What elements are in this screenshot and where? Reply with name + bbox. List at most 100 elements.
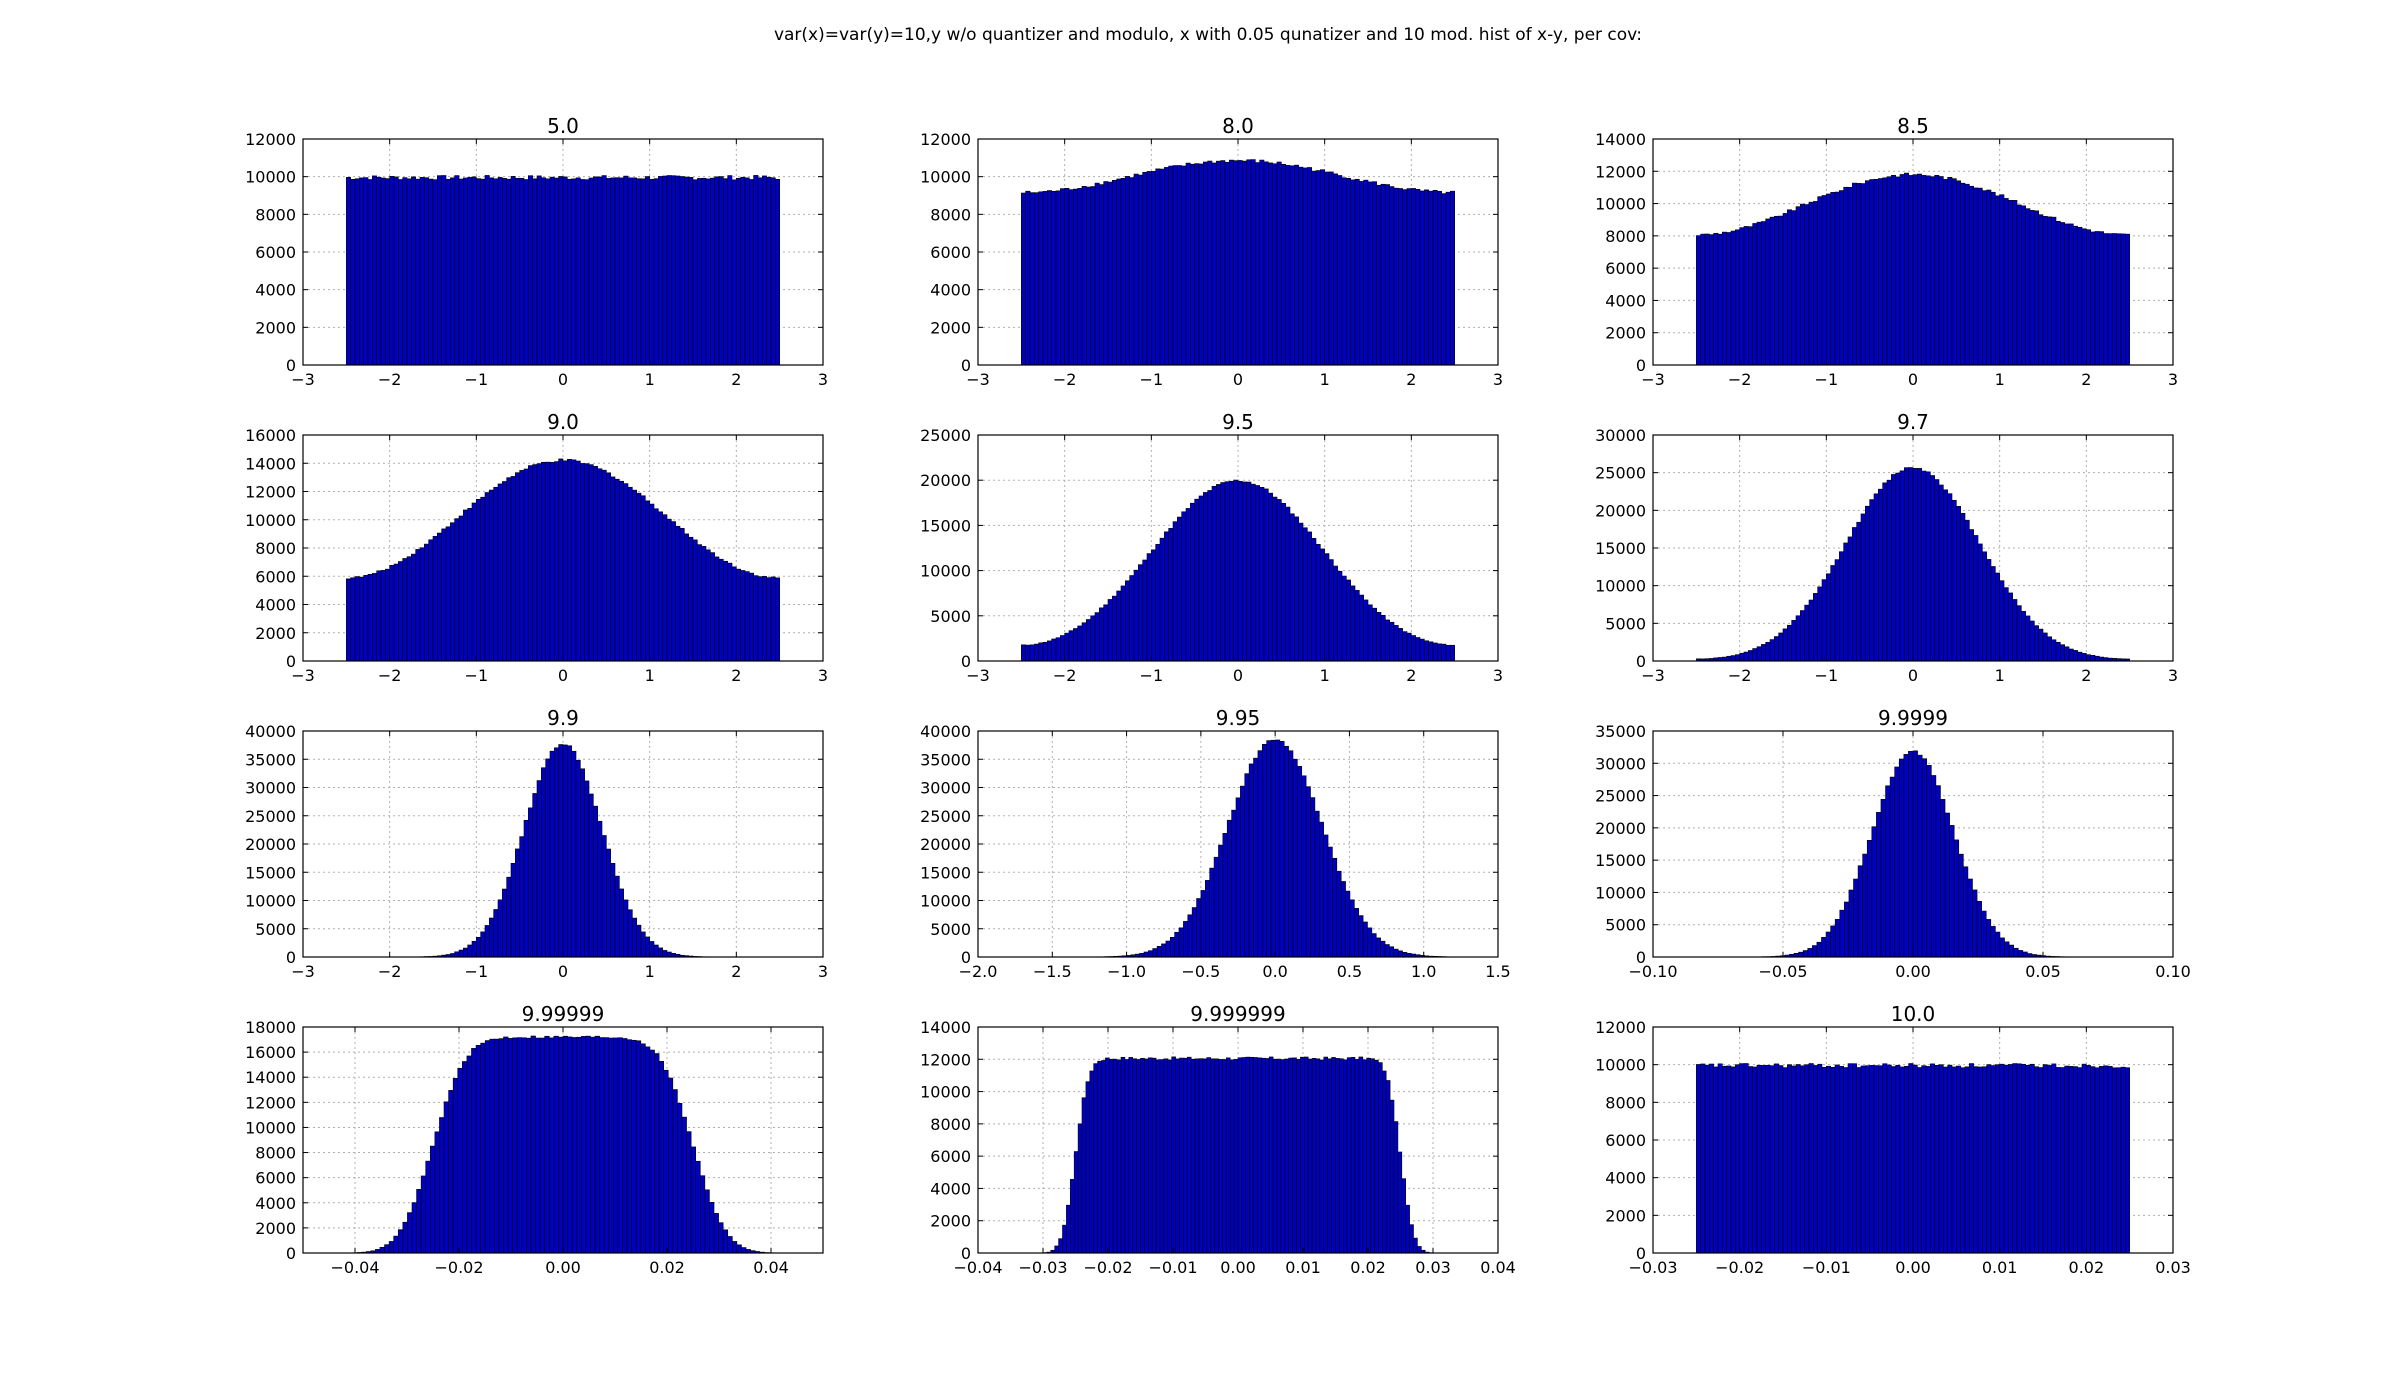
histogram-bar [567, 745, 572, 958]
histogram-bar [1294, 164, 1299, 366]
histogram-bar [2042, 1064, 2048, 1254]
y-tick-label: 40000 [920, 722, 971, 741]
subplot-title: 8.0 [1222, 114, 1254, 138]
histogram-bar [1241, 1057, 1247, 1254]
x-tick-label: −1 [465, 370, 489, 389]
y-tick-label: 6000 [1605, 1131, 1646, 1150]
histogram-bar [2003, 198, 2009, 366]
x-tick-label: −3 [291, 666, 315, 685]
histogram-bar [727, 1236, 733, 1254]
histogram-bar [1086, 186, 1091, 366]
histogram-bar [1798, 951, 1804, 958]
x-tick-label: 0.10 [2155, 962, 2191, 981]
histogram-bar [1025, 644, 1031, 662]
y-tick-label: 25000 [1595, 787, 1646, 806]
histogram-bar [1206, 1057, 1212, 1254]
histogram-bar [1174, 931, 1180, 958]
histogram-bar [580, 179, 585, 366]
y-tick-label: 12000 [1595, 1018, 1646, 1037]
histogram-bar [1148, 1057, 1153, 1254]
y-tick-label: 2000 [1605, 1206, 1646, 1225]
histogram-bar [1934, 175, 1940, 366]
histogram-bar [2003, 1064, 2009, 1254]
histogram-bar [441, 528, 447, 662]
histogram-bar [1328, 171, 1334, 366]
histogram-bar [593, 466, 598, 662]
histogram-bar [1359, 594, 1364, 662]
histogram-bar [1090, 615, 1096, 662]
x-tick-label: 3 [818, 962, 828, 981]
histogram-bar [1415, 188, 1421, 366]
histogram-bar [1808, 201, 1814, 366]
histogram-bar [1415, 637, 1421, 662]
histogram-bar [632, 489, 637, 662]
histogram-bar [1432, 190, 1438, 366]
histogram-bar [1116, 178, 1122, 366]
histogram-bar [1393, 1121, 1399, 1254]
histogram-bar [649, 941, 655, 958]
histogram-bar [359, 576, 364, 662]
y-tick-label: 2000 [930, 318, 971, 337]
y-tick-label: 0 [1636, 948, 1646, 967]
histogram-bar [1876, 812, 1882, 958]
histogram-bar [1419, 638, 1425, 662]
histogram-bar [1739, 1063, 1745, 1254]
histogram-bar [463, 947, 468, 958]
histogram-bar [1281, 503, 1286, 662]
histogram-bar [523, 468, 529, 662]
histogram-bar [448, 1090, 454, 1254]
histogram-bar [1930, 1063, 1935, 1254]
histogram-bar [385, 178, 390, 366]
histogram-bar [1982, 190, 1987, 366]
subplot-title: 9.9999 [1878, 706, 1948, 730]
histogram-bar [1926, 765, 1932, 958]
histogram-bar [1834, 1064, 1840, 1254]
histogram-bar [480, 1042, 486, 1254]
histogram-bar [463, 509, 468, 662]
y-tick-label: 14000 [920, 1018, 971, 1037]
histogram-bar [1397, 950, 1403, 958]
y-tick-label: 30000 [920, 779, 971, 798]
histogram-bar [1294, 516, 1299, 662]
histogram-bar [1856, 183, 1862, 366]
histogram-bar [1320, 548, 1325, 662]
histogram-bar [1363, 599, 1369, 662]
histogram-bar [753, 575, 759, 662]
histogram-bar [627, 177, 633, 366]
histogram-bar [385, 568, 390, 662]
histogram-bar [1120, 1056, 1126, 1254]
x-tick-label: 0 [1908, 370, 1918, 389]
histogram-bar [497, 483, 503, 662]
histogram-bar [1064, 632, 1070, 662]
histogram-bar [1323, 834, 1329, 958]
subplot-title: 9.9 [547, 706, 579, 730]
histogram-bar [610, 863, 616, 958]
histogram-bar [1164, 531, 1169, 662]
histogram-bar [1062, 1224, 1067, 1254]
histogram-bar [1284, 1058, 1290, 1254]
histogram-bar [1813, 593, 1818, 662]
histogram-bar [1839, 551, 1844, 662]
y-tick-label: 16000 [245, 1043, 296, 1062]
histogram-bar [441, 175, 447, 366]
histogram-bar [1281, 164, 1286, 366]
histogram-bar [1226, 819, 1232, 958]
histogram-bar [1034, 643, 1039, 662]
histogram-bar [1402, 631, 1408, 662]
histogram-bar [1873, 178, 1879, 366]
histogram-bar [1354, 1059, 1360, 1254]
histogram-bar [1283, 745, 1289, 958]
histogram-bar [1986, 1064, 1992, 1254]
histogram-bar [705, 178, 711, 366]
histogram-bar [346, 177, 351, 366]
x-tick-label: 0.01 [1982, 1258, 2018, 1277]
histogram-bar [1380, 940, 1386, 958]
histogram-bar [662, 175, 668, 366]
histogram-bar [1424, 640, 1429, 662]
histogram-bar [1722, 231, 1727, 366]
histogram-bar [1866, 839, 1873, 958]
histogram-bar [1398, 628, 1403, 662]
x-tick-label: −1 [1815, 666, 1839, 685]
histogram-bar [653, 178, 659, 366]
histogram-bar [2008, 1064, 2013, 1254]
